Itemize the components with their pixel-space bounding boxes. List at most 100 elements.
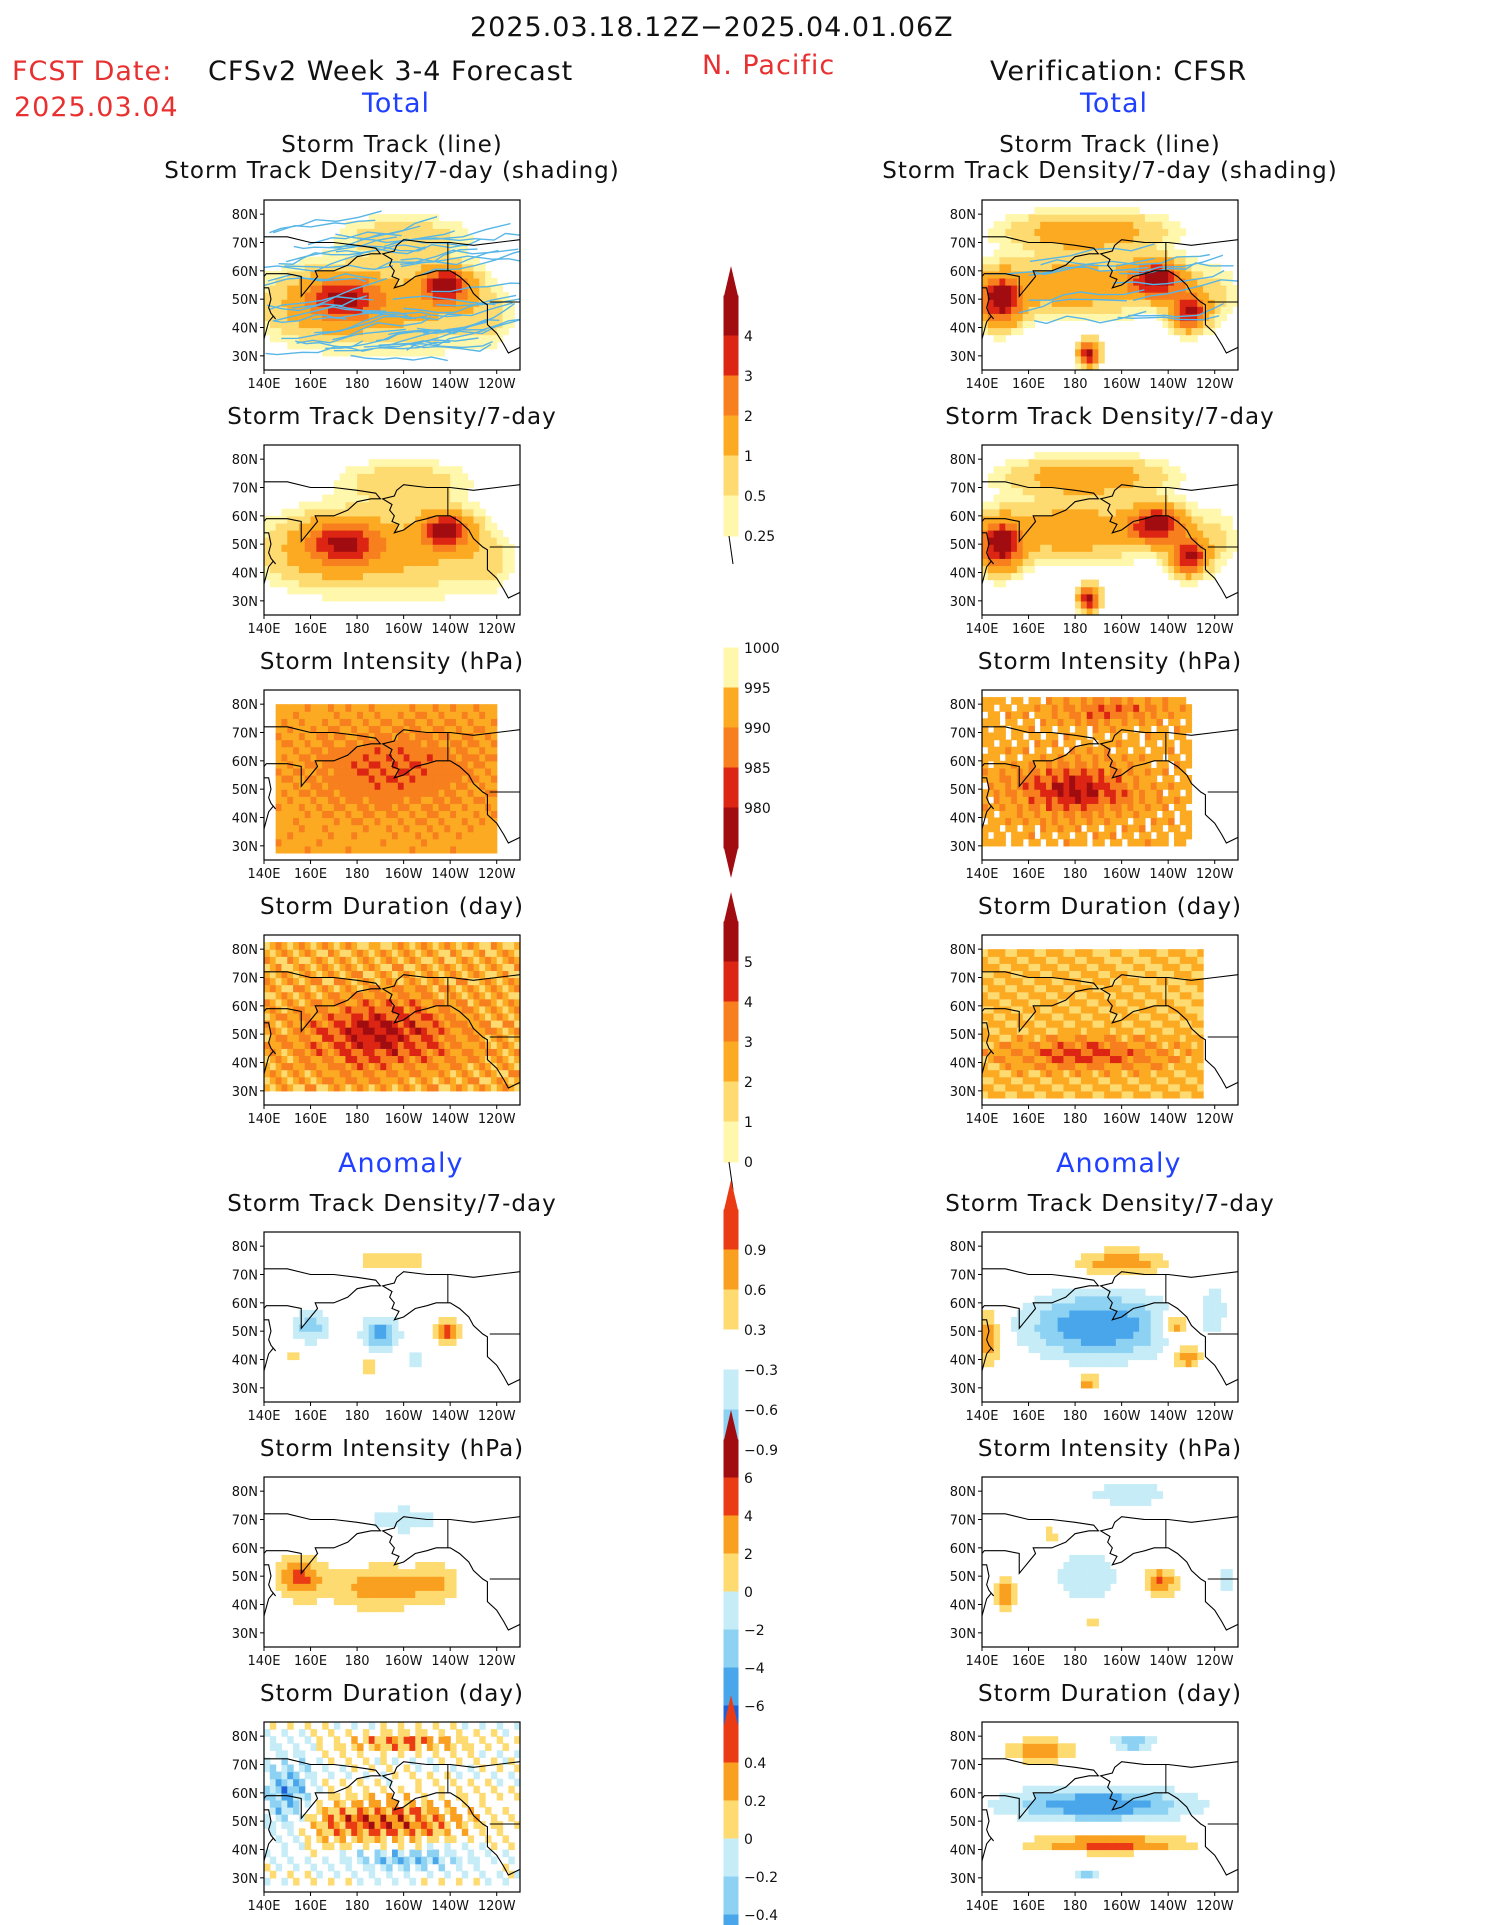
grid-cell	[1115, 544, 1123, 552]
grid-cell	[357, 991, 364, 1000]
grid-cell	[1214, 544, 1222, 552]
grid-cell	[392, 320, 399, 329]
grid-cell	[328, 558, 335, 567]
grid-cell	[333, 725, 341, 734]
grid-cell	[1063, 697, 1070, 705]
grid-cell	[1144, 515, 1152, 524]
grid-cell	[1005, 824, 1012, 833]
grid-cell	[415, 1041, 422, 1049]
grid-cell	[438, 270, 445, 279]
grid-cell	[473, 817, 480, 826]
grid-cell	[1016, 767, 1024, 776]
grid-cell	[1104, 256, 1111, 265]
grid-cell	[432, 956, 440, 964]
grid-cell	[362, 270, 370, 279]
grid-cell	[987, 782, 995, 790]
grid-cell	[345, 746, 352, 755]
grid-cell	[333, 1005, 341, 1014]
grid-cell	[1034, 249, 1041, 258]
grid-cell	[1098, 558, 1105, 567]
grid-cell	[287, 970, 294, 979]
grid-cell	[496, 551, 504, 559]
grid-cell	[403, 1076, 411, 1085]
grid-cell	[485, 704, 492, 712]
grid-cell	[304, 845, 312, 854]
grid-cell	[473, 803, 480, 812]
grid-cell	[426, 565, 434, 574]
grid-cell	[281, 789, 288, 797]
grid-cell	[1022, 306, 1030, 314]
grid-cell	[1016, 551, 1024, 559]
grid-cell	[1069, 739, 1076, 748]
x-tick-label: 180	[1063, 377, 1088, 392]
grid-cell	[982, 718, 989, 727]
grid-cell	[1127, 537, 1134, 545]
grid-cell	[1075, 313, 1082, 322]
grid-cell	[339, 984, 347, 993]
grid-cell	[368, 949, 376, 957]
grid-cell	[508, 1048, 515, 1057]
grid-cell	[987, 480, 995, 489]
grid-cell	[409, 313, 416, 322]
grid-cell	[999, 320, 1006, 329]
grid-cell	[461, 299, 469, 307]
y-tick-label: 40N	[950, 322, 976, 337]
grid-cell	[432, 515, 440, 524]
grid-cell	[357, 984, 364, 993]
grid-cell	[1139, 214, 1146, 222]
grid-cell	[392, 1076, 399, 1085]
grid-cell	[1011, 551, 1018, 559]
grid-cell	[1034, 277, 1041, 286]
grid-cell	[1005, 796, 1012, 804]
grid-cell	[357, 572, 364, 581]
grid-cell	[1168, 327, 1175, 336]
grid-cell	[310, 515, 317, 524]
grid-cell	[1011, 782, 1018, 790]
grid-cell	[432, 760, 440, 769]
grid-cell	[1069, 767, 1076, 776]
grid-cell	[1086, 508, 1094, 517]
grid-cell	[461, 810, 469, 819]
grid-cell	[1197, 515, 1204, 524]
grid-cell	[333, 1076, 341, 1085]
grid-cell	[1098, 746, 1105, 755]
grid-cell	[287, 998, 294, 1007]
grid-cell	[345, 565, 352, 574]
grid-cell	[339, 845, 347, 854]
grid-cell	[287, 942, 294, 950]
grid-cell	[987, 235, 995, 244]
grid-cell	[322, 292, 329, 300]
grid-cell	[362, 739, 370, 748]
grid-cell	[397, 991, 405, 1000]
grid-cell	[1092, 544, 1099, 552]
grid-cell	[1040, 242, 1047, 251]
grid-cell	[1011, 320, 1018, 329]
grid-cell	[1040, 487, 1047, 496]
grid-cell	[281, 1083, 288, 1092]
grid-cell	[1011, 746, 1018, 755]
grid-cell	[473, 501, 480, 510]
grid-cell	[432, 565, 440, 574]
grid-cell	[374, 522, 381, 531]
grid-cell	[368, 977, 376, 986]
grid-cell	[456, 480, 463, 489]
grid-cell	[1185, 501, 1193, 510]
grid-cell	[432, 263, 440, 272]
grid-cell	[397, 459, 405, 467]
grid-cell	[386, 949, 393, 957]
grid-cell	[1208, 515, 1216, 524]
grid-cell	[450, 1020, 457, 1028]
grid-cell	[473, 739, 480, 748]
grid-cell	[1022, 292, 1030, 300]
grid-cell	[357, 1012, 364, 1021]
grid-cell	[374, 803, 381, 812]
grid-cell	[415, 725, 422, 734]
grid-cell	[362, 508, 370, 517]
grid-cell	[1156, 306, 1163, 314]
grid-cell	[403, 480, 411, 489]
grid-cell	[287, 753, 294, 762]
y-tick-label: 80N	[232, 208, 258, 223]
grid-cell	[461, 1027, 469, 1035]
grid-cell	[1040, 796, 1047, 804]
grid-cell	[1156, 277, 1163, 286]
